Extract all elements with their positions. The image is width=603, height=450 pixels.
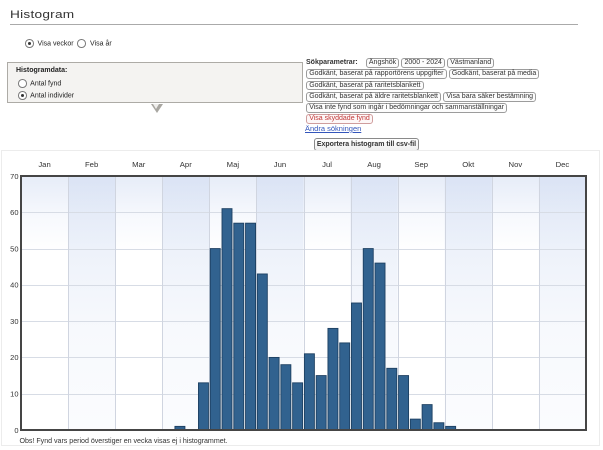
svg-text:40: 40 [10,281,18,290]
svg-text:50: 50 [10,244,18,253]
svg-text:Okt: Okt [462,160,475,169]
svg-text:Feb: Feb [85,160,98,169]
svg-text:20: 20 [10,353,18,362]
svg-text:10: 10 [10,390,18,399]
svg-text:Apr: Apr [180,160,192,169]
svg-text:Jun: Jun [274,160,286,169]
svg-text:60: 60 [10,208,18,217]
svg-text:Mar: Mar [132,160,146,169]
svg-text:Maj: Maj [227,160,240,169]
svg-text:Aug: Aug [367,160,381,169]
svg-text:Jul: Jul [322,160,332,169]
svg-text:Jan: Jan [38,160,50,169]
svg-text:70: 70 [10,172,18,181]
svg-text:Dec: Dec [556,160,570,169]
svg-text:30: 30 [10,317,18,326]
svg-text:Sep: Sep [414,160,428,169]
svg-text:Nov: Nov [509,160,523,169]
svg-text:0: 0 [14,426,18,435]
